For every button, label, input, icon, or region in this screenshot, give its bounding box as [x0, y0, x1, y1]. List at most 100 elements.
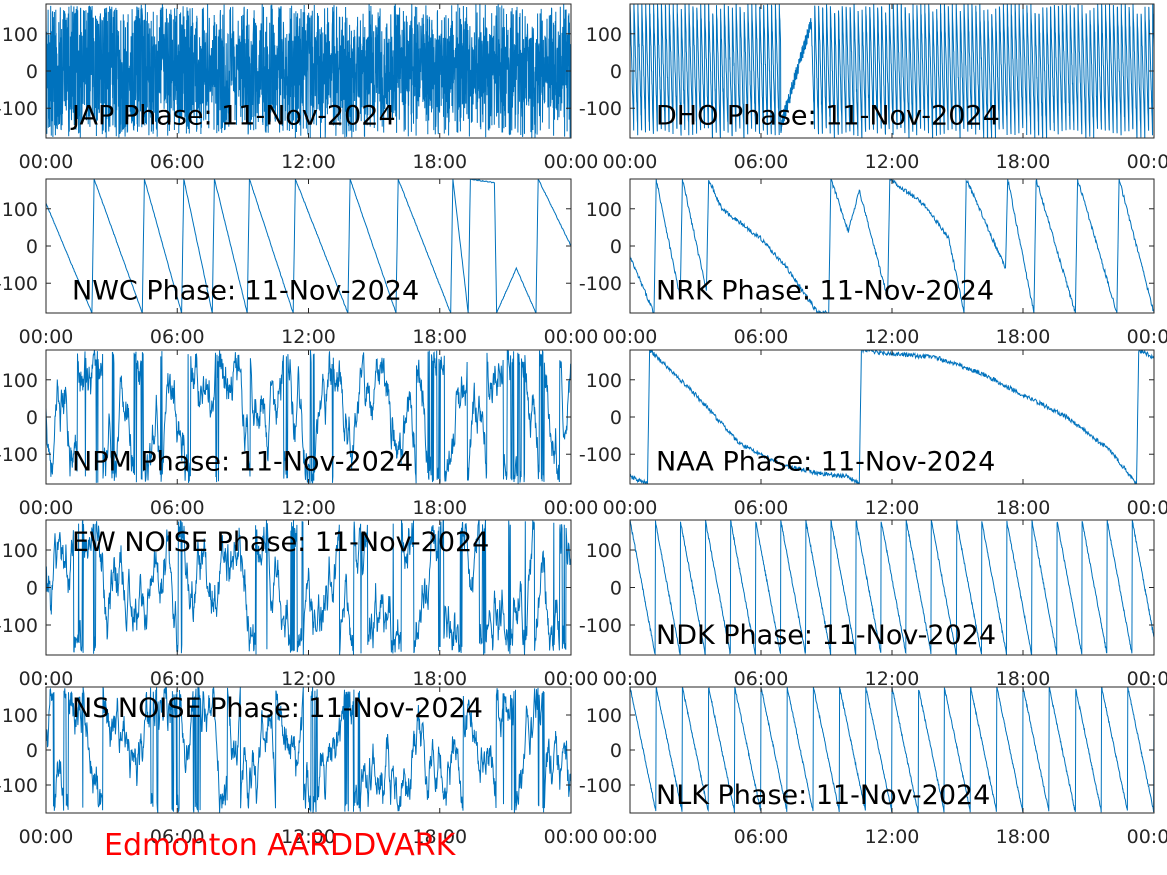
x-tick-label: 00:00	[19, 826, 74, 848]
panel-title: NRK Phase: 11-Nov-2024	[656, 276, 994, 307]
x-tick-label: 12:00	[281, 826, 336, 848]
x-tick-label: 06:00	[150, 151, 205, 173]
panel-title: NDK Phase: 11-Nov-2024	[656, 620, 996, 651]
y-tick-label: 0	[610, 407, 622, 429]
y-tick-label: 0	[26, 578, 38, 600]
x-tick-label: 18:00	[996, 151, 1051, 173]
y-tick-label: 100	[586, 370, 622, 392]
x-tick-label: 12:00	[281, 668, 336, 690]
x-tick-label: 12:00	[865, 151, 920, 173]
phase-panel: -100 0 100 00:00 06:00 12:00 18:00 00:00 EW NOIS…	[0, 519, 598, 690]
x-tick-label: 12:00	[281, 151, 336, 173]
panel-title: NS NOISE Phase: 11-Nov-2024	[72, 693, 483, 724]
panel-title: NPM Phase: 11-Nov-2024	[72, 447, 413, 478]
phase-trace-line	[630, 4, 1154, 138]
x-tick-label: 18:00	[996, 326, 1051, 348]
x-tick-label: 18:00	[996, 668, 1051, 690]
y-tick-label: -100	[0, 273, 38, 295]
y-tick-label: -100	[579, 775, 622, 797]
phase-panel: -100 0 100 00:00 06:00 12:00 18:00 00:00 JAP Pha…	[0, 3, 599, 173]
y-tick-label: 0	[26, 61, 38, 83]
phase-panel: -100 0 100 00:00 06:00 12:00 18:00 00:00 NAA Pha…	[579, 349, 1167, 519]
x-tick-label: 12:00	[281, 326, 336, 348]
y-tick-label: 0	[610, 236, 622, 258]
y-tick-label: 100	[586, 24, 622, 46]
y-tick-label: 100	[2, 540, 38, 562]
phase-panel: -100 0 100 00:00 06:00 12:00 18:00 00:00 NLK Pha…	[579, 686, 1167, 848]
x-tick-label: 00:00	[603, 668, 658, 690]
phase-trace-line	[46, 350, 571, 484]
panel-title: NAA Phase: 11-Nov-2024	[656, 447, 995, 478]
y-tick-label: 100	[586, 540, 622, 562]
panel-title: DHO Phase: 11-Nov-2024	[656, 101, 1000, 132]
phase-trace-line	[46, 520, 571, 655]
x-tick-label: 00:00	[603, 326, 658, 348]
y-tick-label: -100	[579, 273, 622, 295]
x-tick-label: 00:00	[544, 497, 599, 519]
y-tick-label: -100	[0, 444, 38, 466]
x-tick-label: 18:00	[412, 326, 467, 348]
x-tick-label: 18:00	[412, 497, 467, 519]
y-tick-label: 100	[2, 199, 38, 221]
x-tick-label: 00:00	[1127, 326, 1167, 348]
x-tick-label: 12:00	[865, 326, 920, 348]
phase-trace-line	[46, 179, 571, 313]
x-tick-label: 00:00	[544, 326, 599, 348]
x-tick-label: 00:00	[603, 151, 658, 173]
x-tick-label: 18:00	[412, 826, 467, 848]
y-tick-label: 100	[586, 705, 622, 727]
panel-title: JAP Phase: 11-Nov-2024	[70, 101, 396, 132]
x-tick-label: 06:00	[734, 668, 789, 690]
phase-panel: -100 0 100 00:00 06:00 12:00 18:00 00:00 NWC Pha…	[0, 178, 599, 348]
x-tick-label: 00:00	[19, 497, 74, 519]
x-tick-label: 06:00	[150, 497, 205, 519]
x-tick-label: 06:00	[734, 151, 789, 173]
x-tick-label: 00:00	[544, 826, 599, 848]
x-tick-label: 18:00	[996, 826, 1051, 848]
phase-panel: -100 0 100 00:00 06:00 12:00 18:00 00:00 NDK Pha…	[579, 519, 1167, 690]
y-tick-label: 100	[586, 199, 622, 221]
phase-trace-line	[630, 520, 1154, 655]
y-tick-label: -100	[579, 615, 622, 637]
y-tick-label: -100	[579, 98, 622, 120]
x-tick-label: 00:00	[544, 151, 599, 173]
x-tick-label: 12:00	[865, 826, 920, 848]
x-tick-label: 00:00	[19, 151, 74, 173]
x-tick-label: 18:00	[412, 151, 467, 173]
phase-panel: -100 0 100 00:00 06:00 12:00 18:00 00:00 DHO Pha…	[579, 3, 1167, 173]
x-tick-label: 06:00	[150, 826, 205, 848]
y-tick-label: 0	[610, 740, 622, 762]
x-tick-label: 12:00	[865, 668, 920, 690]
phase-trace-line	[46, 687, 571, 813]
x-tick-label: 06:00	[734, 826, 789, 848]
y-tick-label: 100	[2, 24, 38, 46]
x-tick-label: 06:00	[150, 326, 205, 348]
phase-panel: -100 0 100 00:00 06:00 12:00 18:00 00:00 NRK Pha…	[579, 178, 1167, 348]
y-tick-label: -100	[579, 444, 622, 466]
y-tick-label: 100	[2, 370, 38, 392]
phase-panel: -100 0 100 00:00 06:00 12:00 18:00 00:00 NS NOIS…	[0, 686, 599, 848]
y-tick-label: 0	[610, 578, 622, 600]
x-tick-label: 00:00	[19, 326, 74, 348]
x-tick-label: 06:00	[150, 668, 205, 690]
y-tick-label: 0	[26, 740, 38, 762]
y-tick-label: -100	[0, 98, 38, 120]
y-tick-label: 0	[26, 407, 38, 429]
x-tick-label: 00:00	[19, 668, 74, 690]
x-tick-label: 12:00	[865, 497, 920, 519]
panel-title: NLK Phase: 11-Nov-2024	[656, 780, 990, 811]
x-tick-label: 18:00	[996, 497, 1051, 519]
phase-panel: -100 0 100 00:00 06:00 12:00 18:00 00:00 NPM Pha…	[0, 349, 599, 519]
phase-trace-line	[46, 4, 571, 138]
y-tick-label: 100	[2, 705, 38, 727]
panel-title: EW NOISE Phase: 11-Nov-2024	[72, 527, 489, 558]
x-tick-label: 12:00	[281, 497, 336, 519]
panel-title: NWC Phase: 11-Nov-2024	[72, 276, 419, 307]
x-tick-label: 00:00	[1127, 826, 1167, 848]
y-tick-label: 0	[26, 236, 38, 258]
x-tick-label: 00:00	[603, 826, 658, 848]
x-tick-label: 06:00	[734, 326, 789, 348]
footer-station-label: Edmonton AARDDVARK	[104, 828, 456, 863]
x-tick-label: 00:00	[603, 497, 658, 519]
